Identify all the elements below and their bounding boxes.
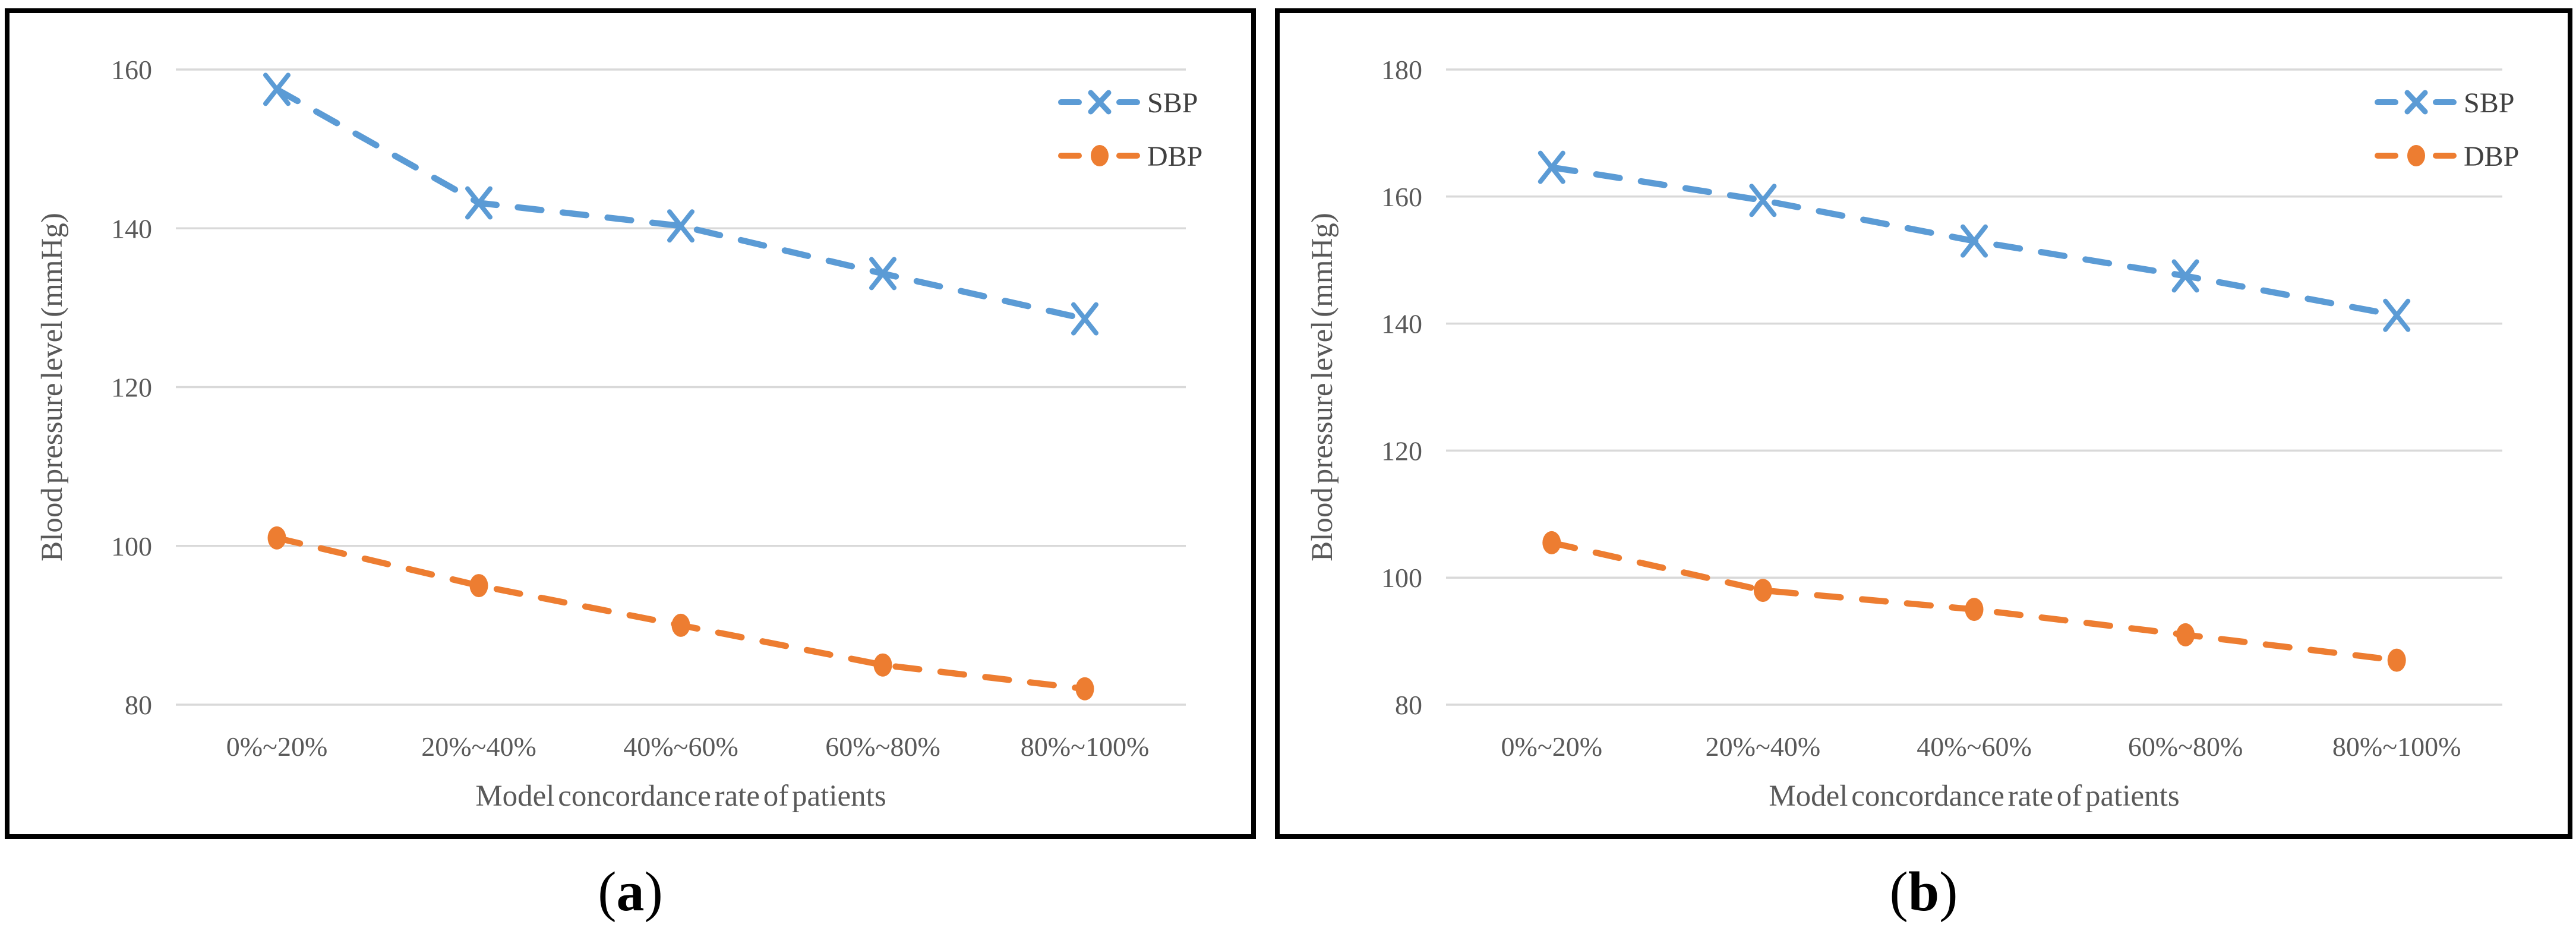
sbp-line (273, 86, 1088, 322)
x-marker-stroke (263, 72, 291, 106)
x-tick-label: 0%~20% (1501, 731, 1603, 762)
legend-x-marker (2404, 90, 2428, 115)
x-tick-label: 60%~80% (2128, 731, 2243, 762)
y-tick-label: 160 (111, 55, 152, 85)
dbp-marker (873, 653, 892, 677)
x-tick-label: 20%~40% (421, 731, 536, 762)
x-marker-stroke (869, 257, 896, 291)
sbp-marker (2171, 259, 2199, 293)
x-tick-label: 0%~20% (226, 731, 328, 762)
y-tick-label: 100 (1381, 563, 1422, 593)
dbp-marker (1542, 531, 1561, 554)
chart-panel-b: 80 100 120 140 160 180 0%~20% 20%~40% 40%~60% 60%… (1275, 8, 2572, 839)
chart-a-svg: 80 100 120 140 160 0%~20% 20%~40% 40%~60% 60%~80… (36, 55, 1218, 813)
x-tick-label: 80%~100% (1021, 731, 1150, 762)
legend-circle-marker (2407, 145, 2425, 166)
sbp-marker (1538, 150, 1565, 184)
x-marker-stroke (465, 186, 493, 220)
x-tick-label: 60%~80% (825, 731, 940, 762)
sbp-marker (667, 209, 694, 243)
dbp-line (273, 535, 1088, 692)
dbp-marker (1753, 579, 1772, 602)
legend-label-dbp: DBP (2464, 141, 2519, 172)
x-marker-stroke (667, 209, 694, 243)
y-tick-label: 80 (125, 690, 152, 720)
legend-item-dbp: DBP (1058, 141, 1202, 172)
legend-circle-marker (1091, 145, 1109, 166)
legend-item-sbp: SBP (2375, 87, 2514, 119)
legend-label-dbp: DBP (1147, 141, 1202, 172)
caption-b-open-paren: ( (1889, 861, 1908, 923)
sbp-marker (2383, 298, 2411, 332)
legend-background (2357, 71, 2535, 187)
x-marker-stroke (1961, 224, 1988, 258)
y-tick-label: 120 (111, 373, 152, 403)
legend-label-sbp: SBP (1147, 87, 1198, 119)
chart-b-svg: 80 100 120 140 160 180 0%~20% 20%~40% 40%~60% 60%… (1306, 55, 2535, 813)
caption-b-close-paren: ) (1939, 861, 1958, 923)
y-tick-label: 120 (1381, 436, 1422, 466)
dbp-marker (2176, 623, 2195, 646)
sbp-marker (465, 186, 493, 220)
dbp-marker (469, 574, 488, 598)
x-axis-title: Model concordance rate of patients (1769, 780, 2179, 813)
y-tick-label: 140 (1381, 309, 1422, 339)
y-tick-label: 100 (111, 531, 152, 561)
sbp-marker (1961, 224, 1988, 258)
x-marker-stroke (1071, 302, 1098, 336)
x-marker-stroke (1749, 184, 1777, 217)
chart-panel-a: 80 100 120 140 160 0%~20% 20%~40% 40%~60% 60%~80… (5, 8, 1256, 839)
legend-item-dbp: DBP (2375, 141, 2519, 172)
legend-item-sbp: SBP (1058, 87, 1198, 119)
caption-b: (b) (1275, 859, 2572, 930)
caption-a-open-paren: ( (598, 861, 617, 923)
legend-x-marker (1088, 90, 1112, 115)
legend-label-sbp: SBP (2464, 87, 2514, 119)
x-tick-label: 40%~60% (623, 731, 738, 762)
x-marker-stroke (2383, 298, 2411, 332)
sbp-marker (1071, 302, 1098, 336)
caption-a: (a) (5, 859, 1256, 930)
dbp-marker (2387, 648, 2406, 672)
caption-b-letter: b (1908, 861, 1940, 923)
legend-background (1040, 71, 1218, 187)
y-tick-label: 160 (1381, 182, 1422, 212)
dbp-marker (671, 613, 690, 637)
caption-a-letter: a (616, 861, 645, 923)
x-marker-stroke (1538, 150, 1565, 184)
x-marker-stroke (2171, 259, 2199, 293)
x-tick-label: 20%~40% (1706, 731, 1821, 762)
dbp-marker (267, 526, 286, 550)
y-axis-title: Blood pressure level (mmHg) (1306, 213, 1339, 561)
y-tick-label: 140 (111, 213, 152, 244)
sbp-marker (1749, 184, 1777, 217)
y-tick-label: 180 (1381, 55, 1422, 85)
sbp-marker (869, 257, 896, 291)
y-axis-title: Blood pressure level (mmHg) (36, 213, 69, 561)
x-tick-label: 80%~100% (2332, 731, 2461, 762)
sbp-marker (263, 72, 291, 106)
y-tick-label: 80 (1395, 690, 1422, 720)
caption-a-close-paren: ) (644, 861, 663, 923)
x-tick-label: 40%~60% (1917, 731, 2032, 762)
dbp-marker (1965, 598, 1984, 621)
x-axis-title: Model concordance rate of patients (475, 780, 886, 813)
dbp-marker (1075, 677, 1094, 701)
